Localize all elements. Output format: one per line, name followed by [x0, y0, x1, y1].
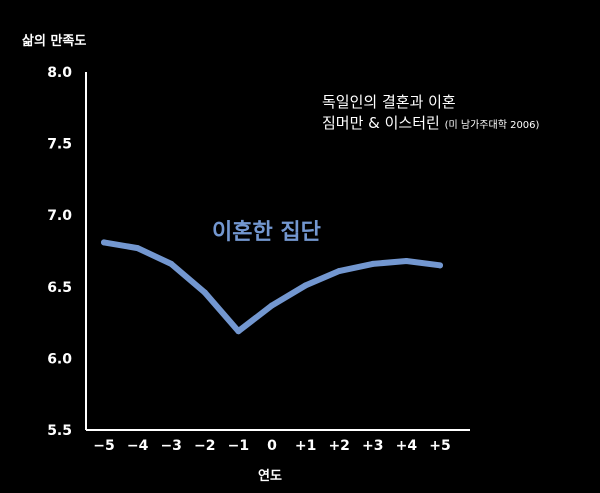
annotation-authors: 짐머만 & 이스터린 (미 남가주대학 2006): [322, 113, 539, 136]
x-tick-label: −5: [93, 438, 114, 454]
data-point: [369, 260, 376, 267]
x-tick-label: −4: [127, 438, 149, 454]
series-label: 이혼한 집단: [212, 220, 321, 245]
x-tick-label: −3: [160, 438, 181, 454]
y-tick-label: 7.0: [47, 208, 72, 224]
x-tick-label: +1: [295, 438, 316, 454]
data-point: [437, 262, 443, 269]
y-tick-label: 7.5: [47, 137, 72, 153]
series-line: [101, 239, 443, 335]
x-tick-label: +5: [429, 438, 450, 454]
y-tick-label: 6.5: [47, 280, 72, 296]
x-tick-label: +3: [362, 438, 383, 454]
annotation-title: 독일인의 결혼과 이혼: [322, 93, 456, 111]
annotation-author-names: 짐머만 & 이스터린: [322, 114, 440, 132]
data-point: [201, 289, 208, 296]
annotation-institution: (미 남가주대학 2006): [444, 120, 540, 131]
x-tick-label: −1: [228, 438, 249, 454]
y-tick-label: 6.0: [47, 351, 72, 367]
data-point: [235, 328, 242, 335]
data-point: [302, 282, 309, 289]
data-point: [336, 268, 343, 275]
data-point: [269, 302, 275, 309]
data-point: [168, 260, 175, 267]
x-tick-label: +2: [328, 438, 349, 454]
y-tick-label: 5.5: [47, 423, 72, 439]
x-tick-label: −2: [194, 438, 215, 454]
x-axis-label: 연도: [258, 469, 282, 484]
data-point: [101, 239, 107, 246]
source-annotation: 독일인의 결혼과 이혼 짐머만 & 이스터린 (미 남가주대학 2006): [322, 92, 539, 136]
y-axis-label: 삶의 만족도: [22, 34, 87, 49]
x-tick-label: +4: [396, 438, 418, 454]
data-point: [403, 258, 410, 265]
x-tick-label: 0: [267, 438, 277, 454]
y-tick-label: 8.0: [47, 65, 72, 81]
data-point: [134, 245, 141, 252]
